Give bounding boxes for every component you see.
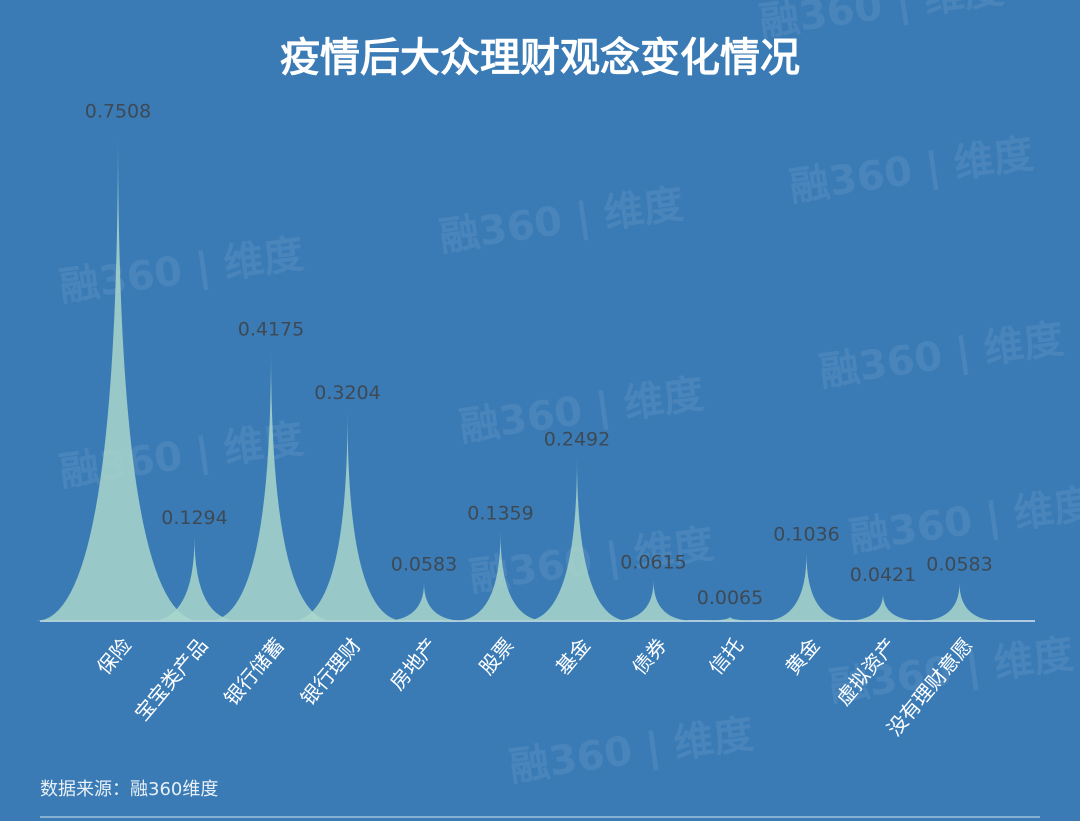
value-label: 0.0583 [391, 553, 457, 575]
value-label: 0.0421 [850, 564, 916, 586]
value-label: 0.3204 [314, 382, 380, 404]
value-label: 0.0583 [926, 553, 992, 575]
spike [842, 593, 924, 621]
spike [454, 532, 547, 621]
value-label: 0.1294 [161, 507, 227, 529]
source-note: 数据来源：融360维度 [40, 779, 218, 800]
value-label: 0.1359 [467, 503, 533, 525]
spike [382, 582, 466, 621]
spike [762, 553, 851, 621]
spike [691, 616, 769, 621]
value-label: 0.7508 [85, 100, 151, 122]
value-label: 0.1036 [773, 524, 839, 546]
spike [524, 458, 630, 621]
spike [35, 129, 201, 621]
spike [918, 582, 1001, 621]
value-label: 0.0615 [620, 551, 686, 573]
chart-title: 疫情后大众理财观念变化情况 [280, 35, 800, 81]
value-label: 0.2492 [544, 429, 610, 451]
spike [148, 536, 241, 621]
spike [290, 411, 405, 621]
value-label: 0.0065 [697, 587, 763, 609]
spike [208, 347, 334, 621]
spike [611, 580, 696, 621]
value-label: 0.4175 [238, 318, 304, 340]
